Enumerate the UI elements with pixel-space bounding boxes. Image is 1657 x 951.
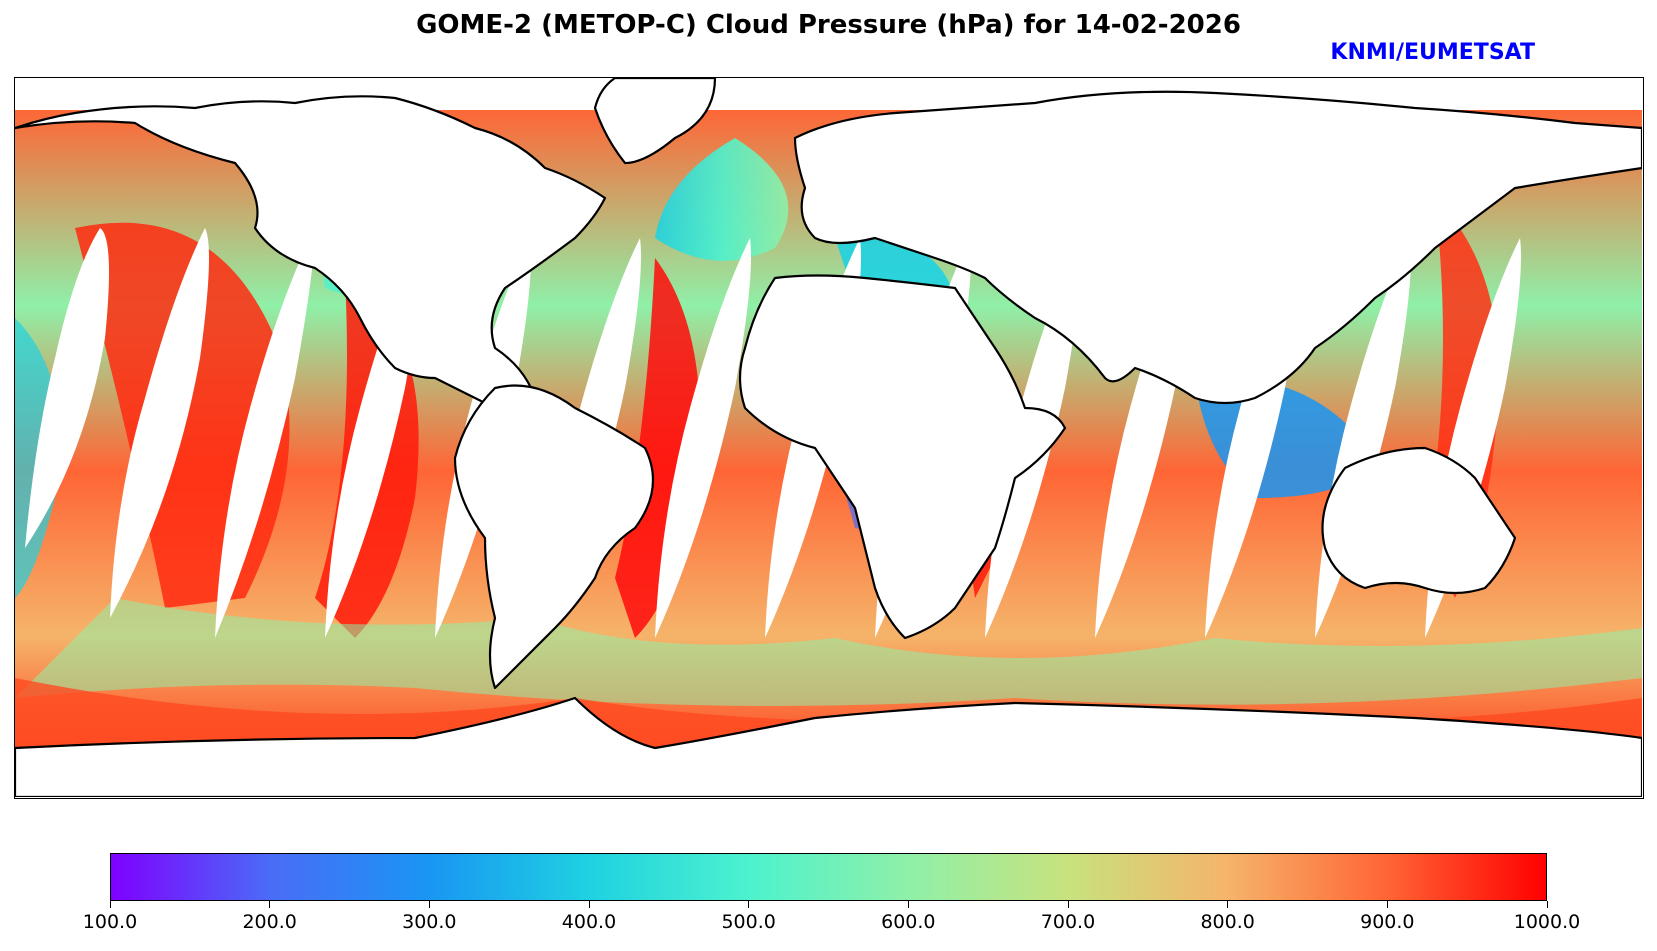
tick-label: 600.0 xyxy=(881,911,936,933)
landmasses xyxy=(15,78,1642,797)
tick-label: 500.0 xyxy=(721,911,776,933)
eurasia-coastline xyxy=(793,90,1642,405)
tick-mark xyxy=(1227,901,1229,908)
tick-mark xyxy=(748,901,750,908)
tick-mark xyxy=(907,901,909,908)
tick-label: 700.0 xyxy=(1040,911,1096,933)
cloud-pressure-map[interactable] xyxy=(14,77,1644,799)
australia-coastline xyxy=(1321,446,1517,595)
orbit-gap xyxy=(655,238,751,638)
tick-label: 200.0 xyxy=(242,911,297,933)
tick-label: 800.0 xyxy=(1200,911,1255,933)
tick-mark xyxy=(1067,901,1069,908)
tick-label: 900.0 xyxy=(1360,911,1415,933)
tick-label: 400.0 xyxy=(561,911,617,933)
south-america-coastline xyxy=(453,384,655,690)
orbit-gap xyxy=(215,228,315,638)
tick-mark xyxy=(428,901,430,908)
orbit-gap xyxy=(110,228,209,618)
credit-label: KNMI/EUMETSAT xyxy=(1330,40,1535,65)
tick-label: 1000.0 xyxy=(1513,911,1581,933)
orbit-gap xyxy=(25,228,109,548)
color-scale-ticks: 100.0 200.0 300.0 400.0 500.0 600.0 700.… xyxy=(83,901,1580,949)
greenland-coastline xyxy=(593,78,717,165)
color-scale-bar xyxy=(110,853,1547,901)
tick-mark xyxy=(269,901,271,908)
tick-mark xyxy=(588,901,590,908)
tick-mark xyxy=(109,901,111,908)
tick-mark xyxy=(1546,901,1548,908)
antarctica-coastline xyxy=(15,696,1642,797)
map-title: GOME-2 (METOP-C) Cloud Pressure (hPa) fo… xyxy=(416,10,1241,40)
cloud-band xyxy=(655,138,789,261)
north-america-coastline xyxy=(15,95,607,406)
tick-label: 100.0 xyxy=(82,911,138,933)
africa-coastline xyxy=(738,274,1067,640)
cloud-band xyxy=(15,598,1642,706)
tick-label: 300.0 xyxy=(402,911,457,933)
tick-mark xyxy=(1386,901,1388,908)
